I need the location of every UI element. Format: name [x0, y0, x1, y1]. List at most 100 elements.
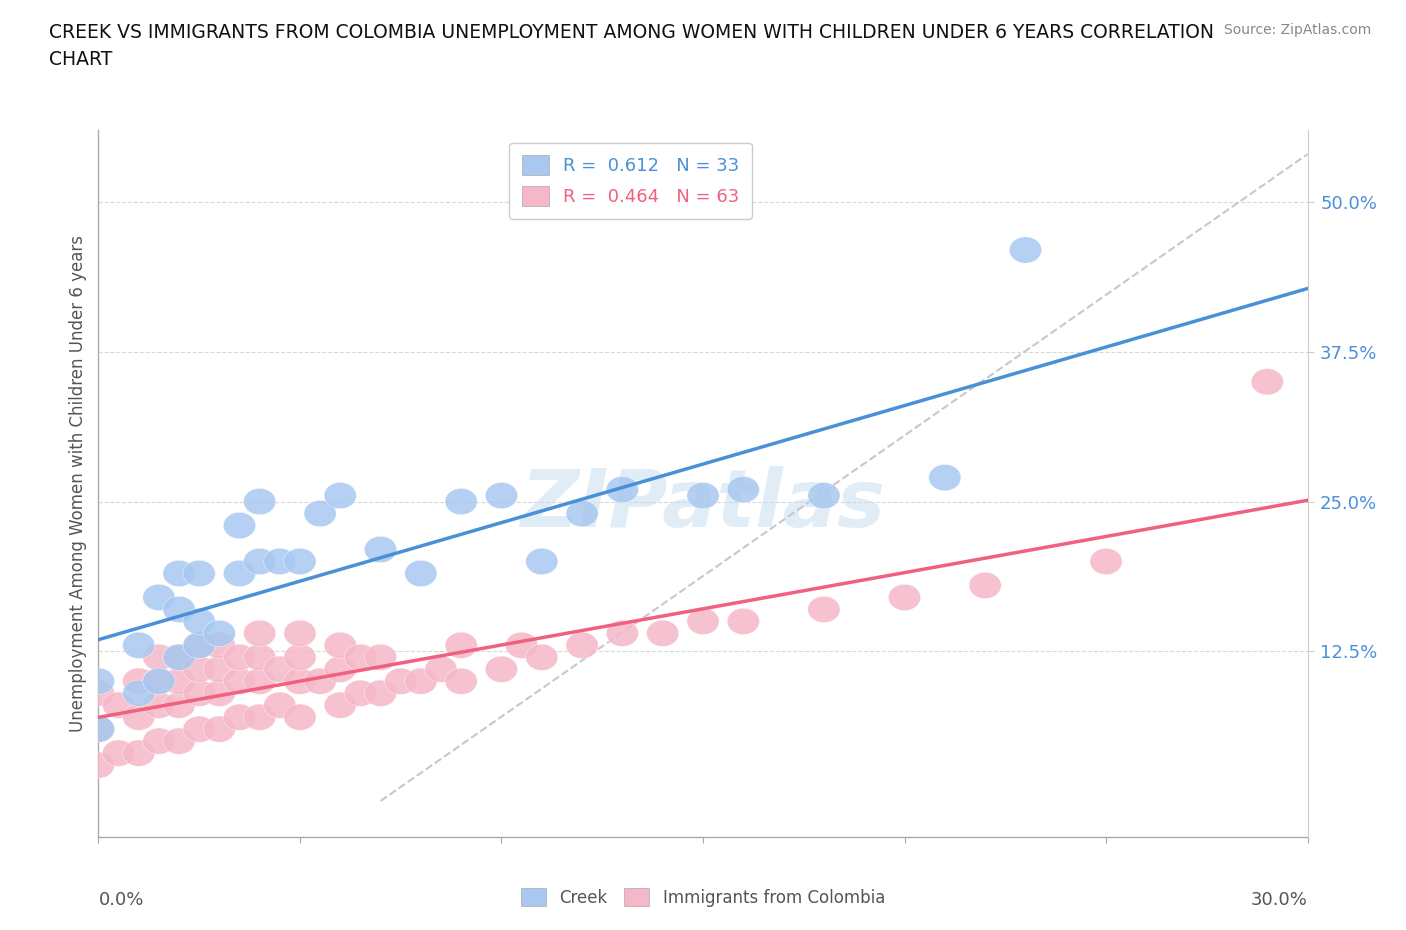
- Ellipse shape: [204, 680, 235, 707]
- Ellipse shape: [183, 680, 215, 707]
- Ellipse shape: [284, 704, 316, 730]
- Ellipse shape: [808, 596, 839, 622]
- Ellipse shape: [163, 560, 195, 587]
- Ellipse shape: [224, 668, 256, 695]
- Ellipse shape: [284, 644, 316, 671]
- Ellipse shape: [163, 728, 195, 754]
- Ellipse shape: [325, 483, 356, 509]
- Ellipse shape: [344, 644, 377, 671]
- Ellipse shape: [183, 560, 215, 587]
- Ellipse shape: [83, 752, 114, 778]
- Ellipse shape: [224, 704, 256, 730]
- Ellipse shape: [243, 549, 276, 575]
- Ellipse shape: [243, 488, 276, 514]
- Ellipse shape: [83, 668, 114, 695]
- Ellipse shape: [808, 483, 839, 509]
- Ellipse shape: [304, 500, 336, 526]
- Legend: Creek, Immigrants from Colombia: Creek, Immigrants from Colombia: [515, 882, 891, 913]
- Ellipse shape: [526, 644, 558, 671]
- Ellipse shape: [929, 464, 960, 491]
- Ellipse shape: [485, 656, 517, 683]
- Ellipse shape: [143, 584, 174, 611]
- Ellipse shape: [567, 500, 598, 526]
- Text: CREEK VS IMMIGRANTS FROM COLOMBIA UNEMPLOYMENT AMONG WOMEN WITH CHILDREN UNDER 6: CREEK VS IMMIGRANTS FROM COLOMBIA UNEMPL…: [49, 23, 1215, 69]
- Ellipse shape: [163, 692, 195, 718]
- Ellipse shape: [364, 537, 396, 563]
- Ellipse shape: [284, 668, 316, 695]
- Ellipse shape: [143, 644, 174, 671]
- Ellipse shape: [122, 632, 155, 658]
- Ellipse shape: [727, 608, 759, 634]
- Ellipse shape: [385, 668, 416, 695]
- Ellipse shape: [606, 620, 638, 646]
- Ellipse shape: [969, 572, 1001, 599]
- Ellipse shape: [264, 549, 295, 575]
- Ellipse shape: [606, 476, 638, 503]
- Ellipse shape: [143, 668, 174, 695]
- Ellipse shape: [304, 668, 336, 695]
- Ellipse shape: [183, 632, 215, 658]
- Text: ZIPatlas: ZIPatlas: [520, 466, 886, 544]
- Ellipse shape: [485, 483, 517, 509]
- Ellipse shape: [204, 656, 235, 683]
- Ellipse shape: [83, 716, 114, 742]
- Ellipse shape: [204, 716, 235, 742]
- Ellipse shape: [183, 608, 215, 634]
- Ellipse shape: [325, 632, 356, 658]
- Ellipse shape: [264, 656, 295, 683]
- Ellipse shape: [364, 680, 396, 707]
- Ellipse shape: [243, 668, 276, 695]
- Ellipse shape: [204, 632, 235, 658]
- Ellipse shape: [204, 620, 235, 646]
- Ellipse shape: [344, 680, 377, 707]
- Ellipse shape: [122, 740, 155, 766]
- Ellipse shape: [143, 728, 174, 754]
- Ellipse shape: [103, 740, 135, 766]
- Ellipse shape: [183, 716, 215, 742]
- Ellipse shape: [163, 596, 195, 622]
- Ellipse shape: [143, 692, 174, 718]
- Ellipse shape: [405, 668, 437, 695]
- Text: Source: ZipAtlas.com: Source: ZipAtlas.com: [1223, 23, 1371, 37]
- Ellipse shape: [1010, 237, 1042, 263]
- Ellipse shape: [688, 483, 718, 509]
- Ellipse shape: [647, 620, 679, 646]
- Ellipse shape: [446, 668, 477, 695]
- Ellipse shape: [506, 632, 537, 658]
- Ellipse shape: [122, 680, 155, 707]
- Ellipse shape: [83, 716, 114, 742]
- Ellipse shape: [284, 620, 316, 646]
- Ellipse shape: [183, 632, 215, 658]
- Ellipse shape: [183, 656, 215, 683]
- Ellipse shape: [243, 620, 276, 646]
- Ellipse shape: [1090, 549, 1122, 575]
- Ellipse shape: [284, 549, 316, 575]
- Ellipse shape: [243, 644, 276, 671]
- Ellipse shape: [446, 632, 477, 658]
- Y-axis label: Unemployment Among Women with Children Under 6 years: Unemployment Among Women with Children U…: [69, 235, 87, 732]
- Ellipse shape: [1251, 368, 1284, 395]
- Ellipse shape: [405, 560, 437, 587]
- Ellipse shape: [163, 644, 195, 671]
- Ellipse shape: [224, 512, 256, 538]
- Ellipse shape: [889, 584, 921, 611]
- Ellipse shape: [325, 656, 356, 683]
- Ellipse shape: [122, 704, 155, 730]
- Ellipse shape: [224, 560, 256, 587]
- Ellipse shape: [727, 476, 759, 503]
- Ellipse shape: [446, 488, 477, 514]
- Text: 30.0%: 30.0%: [1251, 891, 1308, 909]
- Ellipse shape: [143, 668, 174, 695]
- Ellipse shape: [264, 692, 295, 718]
- Ellipse shape: [122, 668, 155, 695]
- Ellipse shape: [103, 692, 135, 718]
- Ellipse shape: [243, 704, 276, 730]
- Ellipse shape: [83, 680, 114, 707]
- Ellipse shape: [163, 668, 195, 695]
- Text: 0.0%: 0.0%: [98, 891, 143, 909]
- Ellipse shape: [224, 644, 256, 671]
- Ellipse shape: [567, 632, 598, 658]
- Ellipse shape: [526, 549, 558, 575]
- Ellipse shape: [688, 608, 718, 634]
- Ellipse shape: [364, 644, 396, 671]
